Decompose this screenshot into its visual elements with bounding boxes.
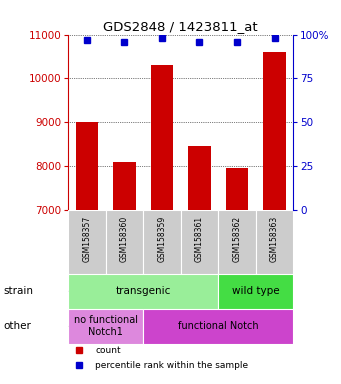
FancyBboxPatch shape <box>143 210 181 274</box>
FancyBboxPatch shape <box>218 210 256 274</box>
Polygon shape <box>60 282 68 300</box>
Bar <box>151 65 173 210</box>
Text: count: count <box>95 346 121 354</box>
Text: GSM158363: GSM158363 <box>270 215 279 262</box>
FancyBboxPatch shape <box>181 210 218 274</box>
Text: GSM158362: GSM158362 <box>233 215 241 262</box>
Bar <box>263 52 286 210</box>
Text: strain: strain <box>3 286 33 296</box>
FancyBboxPatch shape <box>256 210 293 274</box>
FancyBboxPatch shape <box>68 210 106 274</box>
Text: percentile rank within the sample: percentile rank within the sample <box>95 361 248 369</box>
FancyBboxPatch shape <box>68 274 218 309</box>
Text: GSM158360: GSM158360 <box>120 215 129 262</box>
Bar <box>76 122 98 210</box>
Text: GSM158357: GSM158357 <box>83 215 91 262</box>
FancyBboxPatch shape <box>68 309 143 344</box>
FancyBboxPatch shape <box>106 210 143 274</box>
Text: other: other <box>3 321 31 331</box>
Polygon shape <box>60 318 68 335</box>
Text: GSM158359: GSM158359 <box>158 215 166 262</box>
Text: wild type: wild type <box>232 286 280 296</box>
Text: transgenic: transgenic <box>116 286 171 296</box>
FancyBboxPatch shape <box>143 309 293 344</box>
Text: functional Notch: functional Notch <box>178 321 258 331</box>
FancyBboxPatch shape <box>218 274 293 309</box>
Bar <box>188 146 211 210</box>
Title: GDS2848 / 1423811_at: GDS2848 / 1423811_at <box>103 20 258 33</box>
Bar <box>226 168 248 210</box>
Text: no functional
Notch1: no functional Notch1 <box>74 315 138 337</box>
Bar <box>113 162 136 210</box>
Text: GSM158361: GSM158361 <box>195 215 204 262</box>
